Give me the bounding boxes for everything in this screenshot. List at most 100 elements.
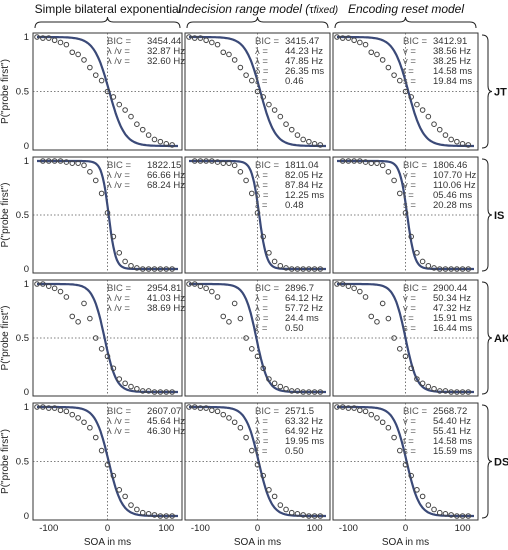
data-point <box>214 294 221 300</box>
data-point <box>374 160 380 166</box>
param-label: v = <box>403 56 416 67</box>
model-fit-line <box>189 159 326 271</box>
model-fit-line <box>37 159 178 271</box>
x-tick-label: -100 <box>339 523 358 534</box>
data-point <box>351 37 357 44</box>
data-point <box>87 64 93 71</box>
column-title: Encoding reset model <box>348 2 464 16</box>
data-point <box>283 506 289 513</box>
data-point <box>151 389 158 395</box>
data-point <box>169 266 175 272</box>
param-label: v = <box>403 426 416 437</box>
subject-label: AK <box>494 333 508 345</box>
data-point <box>51 158 58 164</box>
data-point <box>339 281 346 287</box>
y-tick-label: 0 <box>24 264 29 275</box>
data-point <box>317 266 324 272</box>
data-point <box>122 380 128 387</box>
data-point <box>271 380 278 387</box>
data-point <box>357 158 363 164</box>
model-fit-line <box>37 35 178 148</box>
data-point <box>283 385 289 392</box>
data-point <box>448 389 454 395</box>
param-value: 0.50 <box>285 446 304 457</box>
data-point <box>191 404 198 410</box>
data-point <box>157 389 164 395</box>
x-tick-label: 100 <box>158 523 174 534</box>
data-point <box>139 388 146 394</box>
data-point <box>75 319 81 325</box>
data-point <box>357 407 363 414</box>
data-point <box>300 389 306 395</box>
data-point <box>391 434 397 441</box>
data-point <box>425 383 432 390</box>
data-point <box>209 158 215 164</box>
param-value: 26.35 ms <box>285 66 324 77</box>
data-point <box>145 388 152 394</box>
param-value: 15.91 ms <box>433 313 472 324</box>
data-point <box>40 158 46 164</box>
data-point <box>442 266 449 272</box>
data-point <box>69 49 76 56</box>
param-label: λ = <box>255 303 268 314</box>
data-point <box>116 487 123 493</box>
x-tick-label: 0 <box>403 523 408 534</box>
data-point <box>226 51 232 58</box>
param-value: 38.69 Hz <box>147 303 185 314</box>
param-label: s = <box>403 323 416 334</box>
data-point <box>191 35 198 41</box>
param-label: BIC = <box>255 406 279 417</box>
param-label: λ = <box>255 416 268 427</box>
y-tick-label: 1 <box>24 402 29 413</box>
data-point <box>271 493 278 500</box>
param-label: t = <box>403 190 414 201</box>
param-value: 1822.15 <box>147 160 181 171</box>
data-point <box>339 35 346 41</box>
data-point <box>92 434 99 441</box>
data-point <box>459 266 466 272</box>
data-point <box>294 388 301 394</box>
data-point <box>311 513 318 519</box>
data-point <box>288 509 295 516</box>
data-point <box>203 285 209 292</box>
data-point <box>134 265 140 271</box>
data-point <box>75 415 81 421</box>
data-point <box>45 158 52 164</box>
data-point <box>368 313 375 320</box>
data-point <box>266 101 272 108</box>
data-point <box>436 388 443 394</box>
data-point <box>300 136 306 143</box>
param-value: 14.58 ms <box>433 436 472 447</box>
y-axis-label: P("probe first") <box>0 306 11 371</box>
data-point <box>396 77 403 84</box>
data-point <box>237 169 244 175</box>
data-point <box>465 142 472 148</box>
data-point <box>311 389 318 395</box>
data-point <box>396 447 403 454</box>
param-label: t = <box>403 436 414 447</box>
y-tick-label: 1 <box>24 32 29 43</box>
data-point <box>157 513 164 519</box>
param-value: 50.34 Hz <box>433 293 471 304</box>
data-point <box>368 411 375 418</box>
data-point <box>248 190 255 197</box>
param-value: 12.25 ms <box>285 190 324 201</box>
data-point <box>448 512 454 518</box>
x-axis-label: SOA in ms <box>84 537 131 548</box>
data-point <box>104 88 111 95</box>
data-point <box>145 266 152 272</box>
param-label: λ = <box>255 170 268 181</box>
data-point <box>57 158 64 164</box>
data-point <box>214 159 221 165</box>
data-point <box>362 159 369 165</box>
data-point <box>128 262 134 269</box>
data-point <box>357 39 363 46</box>
x-axis-label: SOA in ms <box>382 537 429 548</box>
data-point <box>277 502 284 508</box>
x-tick-label: -100 <box>39 523 58 534</box>
data-point <box>237 64 244 71</box>
data-point <box>157 266 164 272</box>
data-point <box>237 424 244 431</box>
data-point <box>436 266 443 272</box>
data-point <box>243 434 249 441</box>
